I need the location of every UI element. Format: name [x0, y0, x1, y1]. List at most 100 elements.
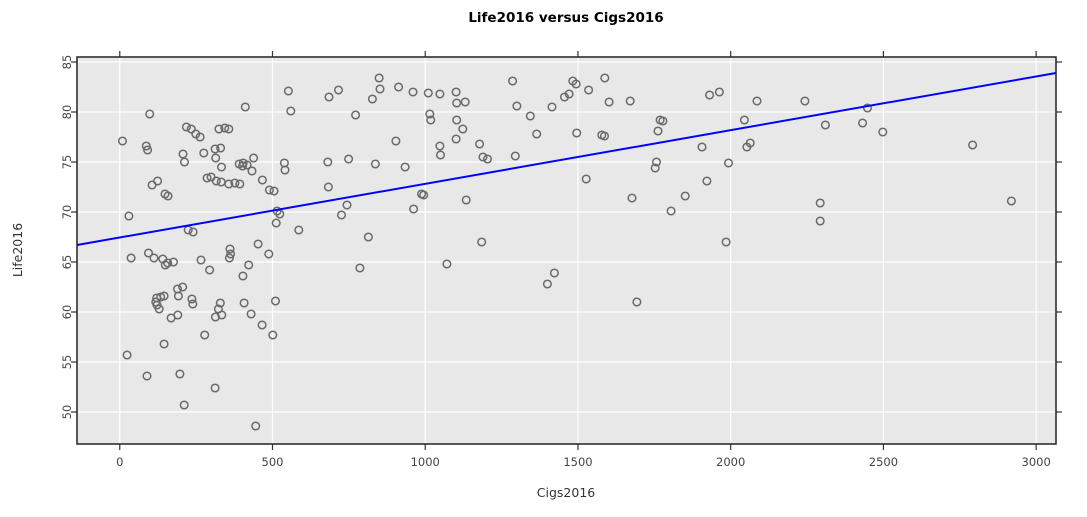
data-point [435, 89, 445, 99]
data-point [658, 116, 668, 126]
data-point [179, 157, 190, 167]
data-point [178, 282, 188, 292]
data-point [508, 76, 518, 86]
axis-tick-labels: 0 500 1000 1500 2000 2500 3000 50 55 60 65 70 75 80 85 [60, 55, 1051, 469]
data-point [723, 158, 734, 168]
data-point [581, 174, 591, 184]
data-point [294, 225, 304, 235]
data-point [815, 198, 825, 208]
data-point [240, 102, 250, 112]
data-point [351, 110, 361, 120]
data-point [442, 259, 452, 269]
data-point [820, 120, 830, 130]
data-point [323, 182, 333, 192]
data-point [400, 162, 410, 172]
data-point [342, 200, 352, 210]
x-tick-label: 1500 [563, 455, 592, 469]
data-point [547, 102, 557, 112]
data-point [1006, 196, 1016, 206]
data-point [968, 140, 978, 150]
y-axis-title: Life2016 [10, 223, 25, 277]
data-point [333, 85, 344, 95]
data-point [188, 227, 198, 237]
data-point [186, 124, 196, 134]
data-point [117, 136, 128, 146]
data-point [752, 96, 762, 106]
data-point [253, 239, 263, 249]
data-point [239, 298, 249, 308]
data-point [175, 369, 185, 379]
data-point [600, 73, 610, 83]
data-point [878, 127, 888, 137]
data-point [653, 126, 663, 136]
data-point [324, 92, 334, 102]
data-point [200, 330, 210, 340]
data-point [408, 87, 418, 97]
data-point [532, 129, 542, 139]
data-point [375, 84, 385, 94]
data-point [370, 159, 380, 169]
data-point [179, 400, 189, 410]
data-point [458, 124, 468, 134]
data-point [210, 383, 220, 393]
data-point [124, 211, 134, 221]
data-point [739, 115, 749, 125]
x-tick-label: 1000 [411, 455, 440, 469]
data-point [599, 131, 610, 141]
data-point [238, 271, 248, 281]
x-tick-label: 2000 [716, 455, 745, 469]
data-point [423, 88, 433, 98]
data-point [625, 96, 635, 106]
data-point [425, 109, 435, 119]
data-point [149, 253, 159, 263]
y-tick-label: 70 [60, 205, 74, 220]
data-point [604, 97, 614, 107]
data-point [268, 330, 278, 340]
data-point [800, 96, 810, 106]
data-point [451, 134, 461, 144]
x-tick-label: 2500 [869, 455, 898, 469]
data-point [627, 193, 637, 203]
data-point [216, 143, 226, 153]
data-point [205, 265, 215, 275]
gridlines [77, 57, 1056, 444]
data-point [154, 304, 164, 314]
data-point [168, 257, 179, 267]
data-point [202, 173, 212, 183]
data-point [224, 124, 234, 134]
data-point [159, 291, 169, 301]
data-point [187, 294, 197, 304]
data-point [714, 87, 724, 97]
data-point [721, 237, 731, 247]
y-tick-label: 65 [60, 255, 74, 270]
data-point [477, 237, 487, 247]
data-point [475, 139, 485, 149]
axis-ticks [71, 51, 1062, 450]
data-point [247, 166, 257, 176]
data-point [251, 421, 261, 431]
data-point [391, 136, 401, 146]
x-axis-title: Cigs2016 [537, 485, 596, 500]
data-point [224, 253, 234, 263]
data-point [141, 141, 151, 151]
data-point [211, 153, 221, 163]
data-point [858, 118, 868, 128]
data-point [512, 101, 522, 111]
data-points [117, 73, 1016, 431]
data-point [280, 165, 290, 175]
data-point [195, 132, 205, 142]
data-point [163, 258, 173, 268]
data-point [705, 90, 715, 100]
data-point [394, 82, 404, 92]
data-point [452, 98, 462, 108]
data-point [666, 206, 676, 216]
data-point [230, 178, 240, 188]
y-tick-label: 50 [60, 405, 74, 420]
data-point [452, 115, 462, 125]
plot-background [77, 57, 1056, 444]
data-point [426, 115, 436, 125]
data-point [224, 179, 234, 189]
x-tick-label: 500 [262, 455, 284, 469]
data-point [549, 268, 559, 278]
